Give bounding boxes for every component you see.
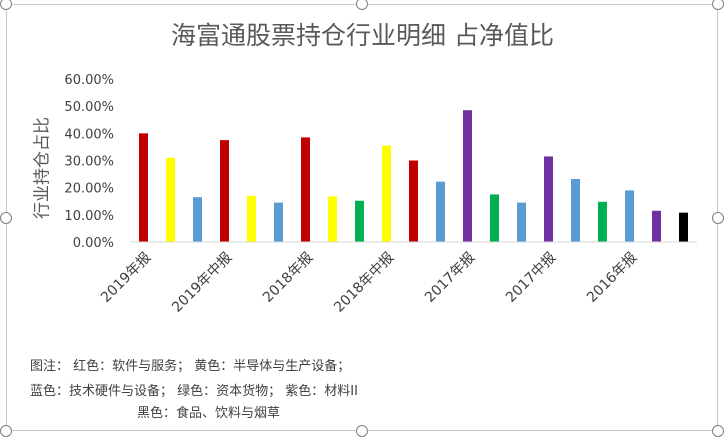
x-tick-label: 2018年报 — [260, 250, 316, 306]
bar[interactable] — [328, 196, 337, 242]
bar[interactable] — [301, 137, 310, 242]
x-tick-label: 2019年中报 — [169, 250, 235, 316]
chart-title: 海富通股票持仓行业明细 占净值比 — [171, 21, 554, 50]
bar[interactable] — [409, 160, 418, 243]
bar[interactable] — [544, 156, 553, 242]
bar[interactable] — [652, 210, 661, 242]
bar[interactable] — [139, 133, 148, 242]
bar[interactable] — [436, 181, 445, 242]
x-axis-ticks: 2019年报 2019年中报 2018年报 2018年中报 2017年报 2017中报 20… — [98, 250, 640, 316]
x-tick-label: 2018年中报 — [331, 250, 397, 316]
bar[interactable] — [166, 157, 175, 242]
resize-handle-middle-left[interactable] — [0, 212, 12, 224]
legend-note-line-2: 蓝色：技术硬件与设备； 绿色：资本货物； 紫色：材料II — [30, 384, 358, 399]
y-tick-label: 0.00% — [73, 236, 114, 251]
legend-note-line-3: 黑色：食品、饮料与烟草 — [137, 406, 281, 421]
bar[interactable] — [625, 190, 634, 242]
y-tick-label: 60.00% — [64, 73, 114, 88]
bar[interactable] — [382, 145, 391, 242]
y-tick-label: 40.00% — [64, 127, 114, 142]
x-tick-label: 2016年报 — [584, 250, 640, 306]
x-tick-label: 2019年报 — [98, 250, 154, 306]
bar[interactable] — [598, 201, 607, 242]
y-axis-ticks: 0.00% 10.00% 20.00% 30.00% 40.00% 50.00% 60.00… — [64, 73, 114, 251]
y-tick-label: 20.00% — [64, 182, 114, 197]
bar[interactable] — [355, 200, 364, 242]
resize-handle-top-center[interactable] — [356, 0, 368, 10]
legend-note-line-1: 图注： 红色：软件与服务； 黄色：半导体与生产设备； — [30, 359, 351, 374]
x-tick-label: 2017中报 — [503, 250, 559, 306]
bar[interactable] — [490, 194, 499, 242]
y-tick-label: 30.00% — [64, 155, 114, 170]
x-tick-label: 2017年报 — [422, 250, 478, 306]
bar[interactable] — [220, 140, 229, 242]
y-tick-label: 50.00% — [64, 100, 114, 115]
bar[interactable] — [517, 202, 526, 242]
y-tick-label: 10.00% — [64, 209, 114, 224]
resize-handle-top-right[interactable] — [712, 0, 724, 10]
resize-handle-middle-right[interactable] — [712, 212, 724, 224]
bar[interactable] — [463, 110, 472, 242]
resize-handle-top-left[interactable] — [0, 0, 12, 10]
bar[interactable] — [247, 195, 256, 242]
bar[interactable] — [274, 202, 283, 242]
bar[interactable] — [679, 212, 688, 242]
bar-series — [139, 110, 688, 242]
bar[interactable] — [571, 178, 580, 242]
bar[interactable] — [193, 197, 202, 242]
